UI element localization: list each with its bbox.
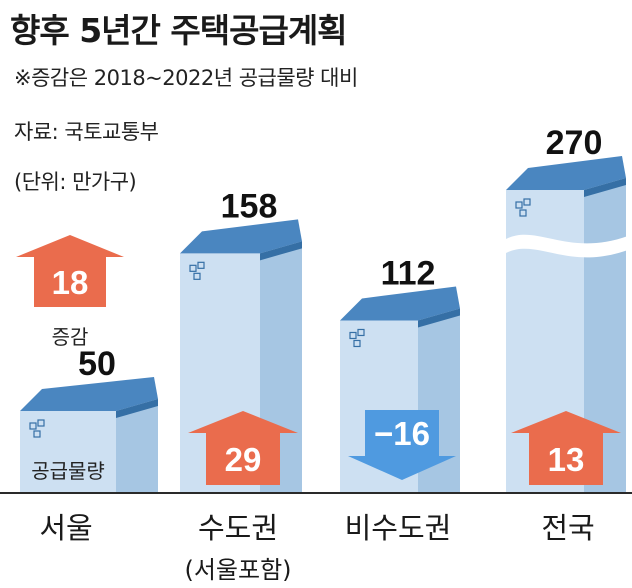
- window-icon: [353, 339, 361, 348]
- change-label-4: 13: [548, 441, 585, 478]
- axis-break: [504, 234, 628, 258]
- change-arrow-4: 13: [511, 411, 621, 485]
- source-label: 자료: 국토교통부: [14, 120, 159, 144]
- category-label-4: 전국: [541, 511, 594, 545]
- building-roof: [506, 156, 626, 190]
- window-icon: [29, 422, 37, 430]
- building-roof-edge: [116, 399, 158, 418]
- building-roof-edge: [584, 178, 626, 197]
- change-label-2: 29: [225, 441, 262, 478]
- building-roof-edge: [260, 241, 302, 261]
- building-roof-edge: [418, 308, 460, 328]
- window-icon: [357, 328, 365, 337]
- value-label-1: 50: [78, 345, 116, 383]
- arrow-down-icon: [348, 410, 456, 480]
- change-label-3: −16: [374, 415, 430, 452]
- chart-title: 향후 5년간 주택공급계획: [10, 11, 348, 50]
- window-icon: [189, 264, 197, 272]
- building-1: [20, 377, 158, 493]
- window-icon: [519, 209, 527, 217]
- change-arrows-layer: 18 29 −16 13: [16, 235, 621, 485]
- building-side: [116, 399, 158, 493]
- window-icon: [523, 198, 531, 206]
- window-icon: [349, 331, 357, 340]
- unit-label: (단위: 만가구): [14, 170, 137, 194]
- arrow-up-icon: [188, 411, 298, 485]
- building-roof: [180, 219, 302, 254]
- category-label-3: 비수도권: [345, 511, 452, 545]
- chart-note: ※증감은 2018~2022년 공급물량 대비: [14, 66, 358, 90]
- window-icon: [515, 201, 523, 209]
- value-label-2: 158: [221, 187, 278, 225]
- arrow-up-icon: [511, 411, 621, 485]
- window-icon: [193, 272, 201, 280]
- window-icon: [197, 261, 205, 269]
- change-legend-label: 증감: [52, 325, 89, 349]
- change-arrow-1: 18: [16, 235, 124, 307]
- value-label-3: 112: [381, 254, 436, 292]
- category-label-2: 수도권: [198, 511, 278, 545]
- building-roof: [340, 286, 460, 321]
- arrow-up-icon: [16, 235, 124, 307]
- category-sublabel-2: (서울포함): [184, 556, 291, 584]
- change-label-1: 18: [52, 264, 89, 301]
- window-icon: [37, 419, 45, 427]
- buildings-layer: [20, 156, 628, 493]
- category-label-1: 서울: [39, 511, 92, 545]
- window-icon: [33, 430, 41, 438]
- supply-legend-label: 공급물량: [31, 459, 105, 483]
- value-label-4: 270: [546, 124, 603, 162]
- building-roof: [20, 377, 158, 411]
- change-arrow-3: −16: [348, 410, 456, 480]
- change-arrow-2: 29: [188, 411, 298, 485]
